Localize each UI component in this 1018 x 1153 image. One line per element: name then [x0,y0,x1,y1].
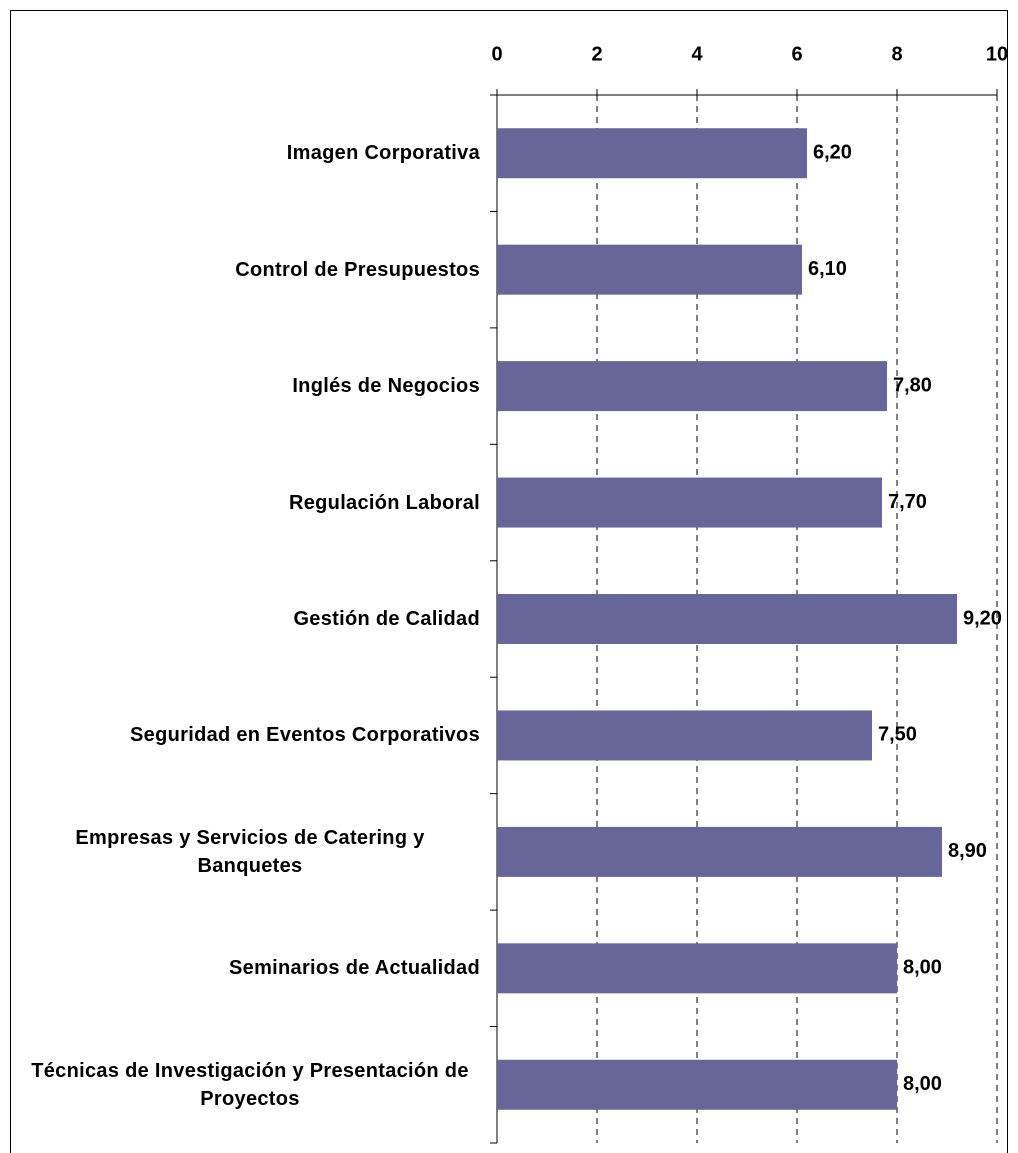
value-label: 8,90 [948,840,987,862]
value-label: 7,80 [893,374,932,396]
y-tick-label: Seguridad en Eventos Corporativos [130,724,480,747]
category-label-box: Control de Presupuestos [20,211,480,327]
y-tick-label: Control de Presupuestos [235,258,480,281]
value-label: 8,00 [903,1073,942,1095]
bar [497,943,897,994]
category-label-box: Gestión de Calidad [20,561,480,677]
bar [497,361,887,412]
category-label-box: Empresas y Servicios de Catering y Banqu… [20,794,480,910]
value-label: 9,20 [963,607,1002,629]
category-label-box: Imagen Corporativa [20,95,480,211]
bar [497,594,957,644]
x-tick-label: 0 [491,43,502,65]
y-tick-label: Seminarios de Actualidad [229,957,480,980]
x-tick-label: 2 [591,43,602,65]
value-label: 6,10 [808,258,847,280]
chart-frame [10,10,1008,1153]
value-label: 7,70 [888,491,927,513]
value-label: 6,20 [813,142,852,164]
bar [497,128,807,179]
bar [497,826,942,877]
value-label: 7,50 [878,724,917,746]
bar [497,244,802,295]
x-tick-label: 6 [791,43,802,65]
y-tick-label: Regulación Laboral [289,491,480,514]
y-tick-label: Gestión de Calidad [293,607,480,630]
x-tick-label: 8 [891,43,902,65]
category-label-box: Seguridad en Eventos Corporativos [20,677,480,793]
category-label-box: Seminarios de Actualidad [20,910,480,1026]
category-label-box: Técnicas de Investigación y Presentación… [20,1027,480,1143]
bar [497,477,882,528]
y-tick-label: Inglés de Negocios [292,375,480,398]
bar [497,1059,897,1110]
x-tick-label: 10 [986,43,1008,65]
category-label-box: Regulación Laboral [20,444,480,560]
y-tick-label: Empresas y Servicios de Catering y Banqu… [75,826,425,877]
bar [497,710,872,761]
x-tick-label: 4 [691,43,703,65]
category-label-box: Inglés de Negocios [20,328,480,444]
y-tick-label: Técnicas de Investigación y Presentación… [31,1059,469,1110]
value-label: 8,00 [903,957,942,979]
y-tick-label: Imagen Corporativa [286,142,480,165]
